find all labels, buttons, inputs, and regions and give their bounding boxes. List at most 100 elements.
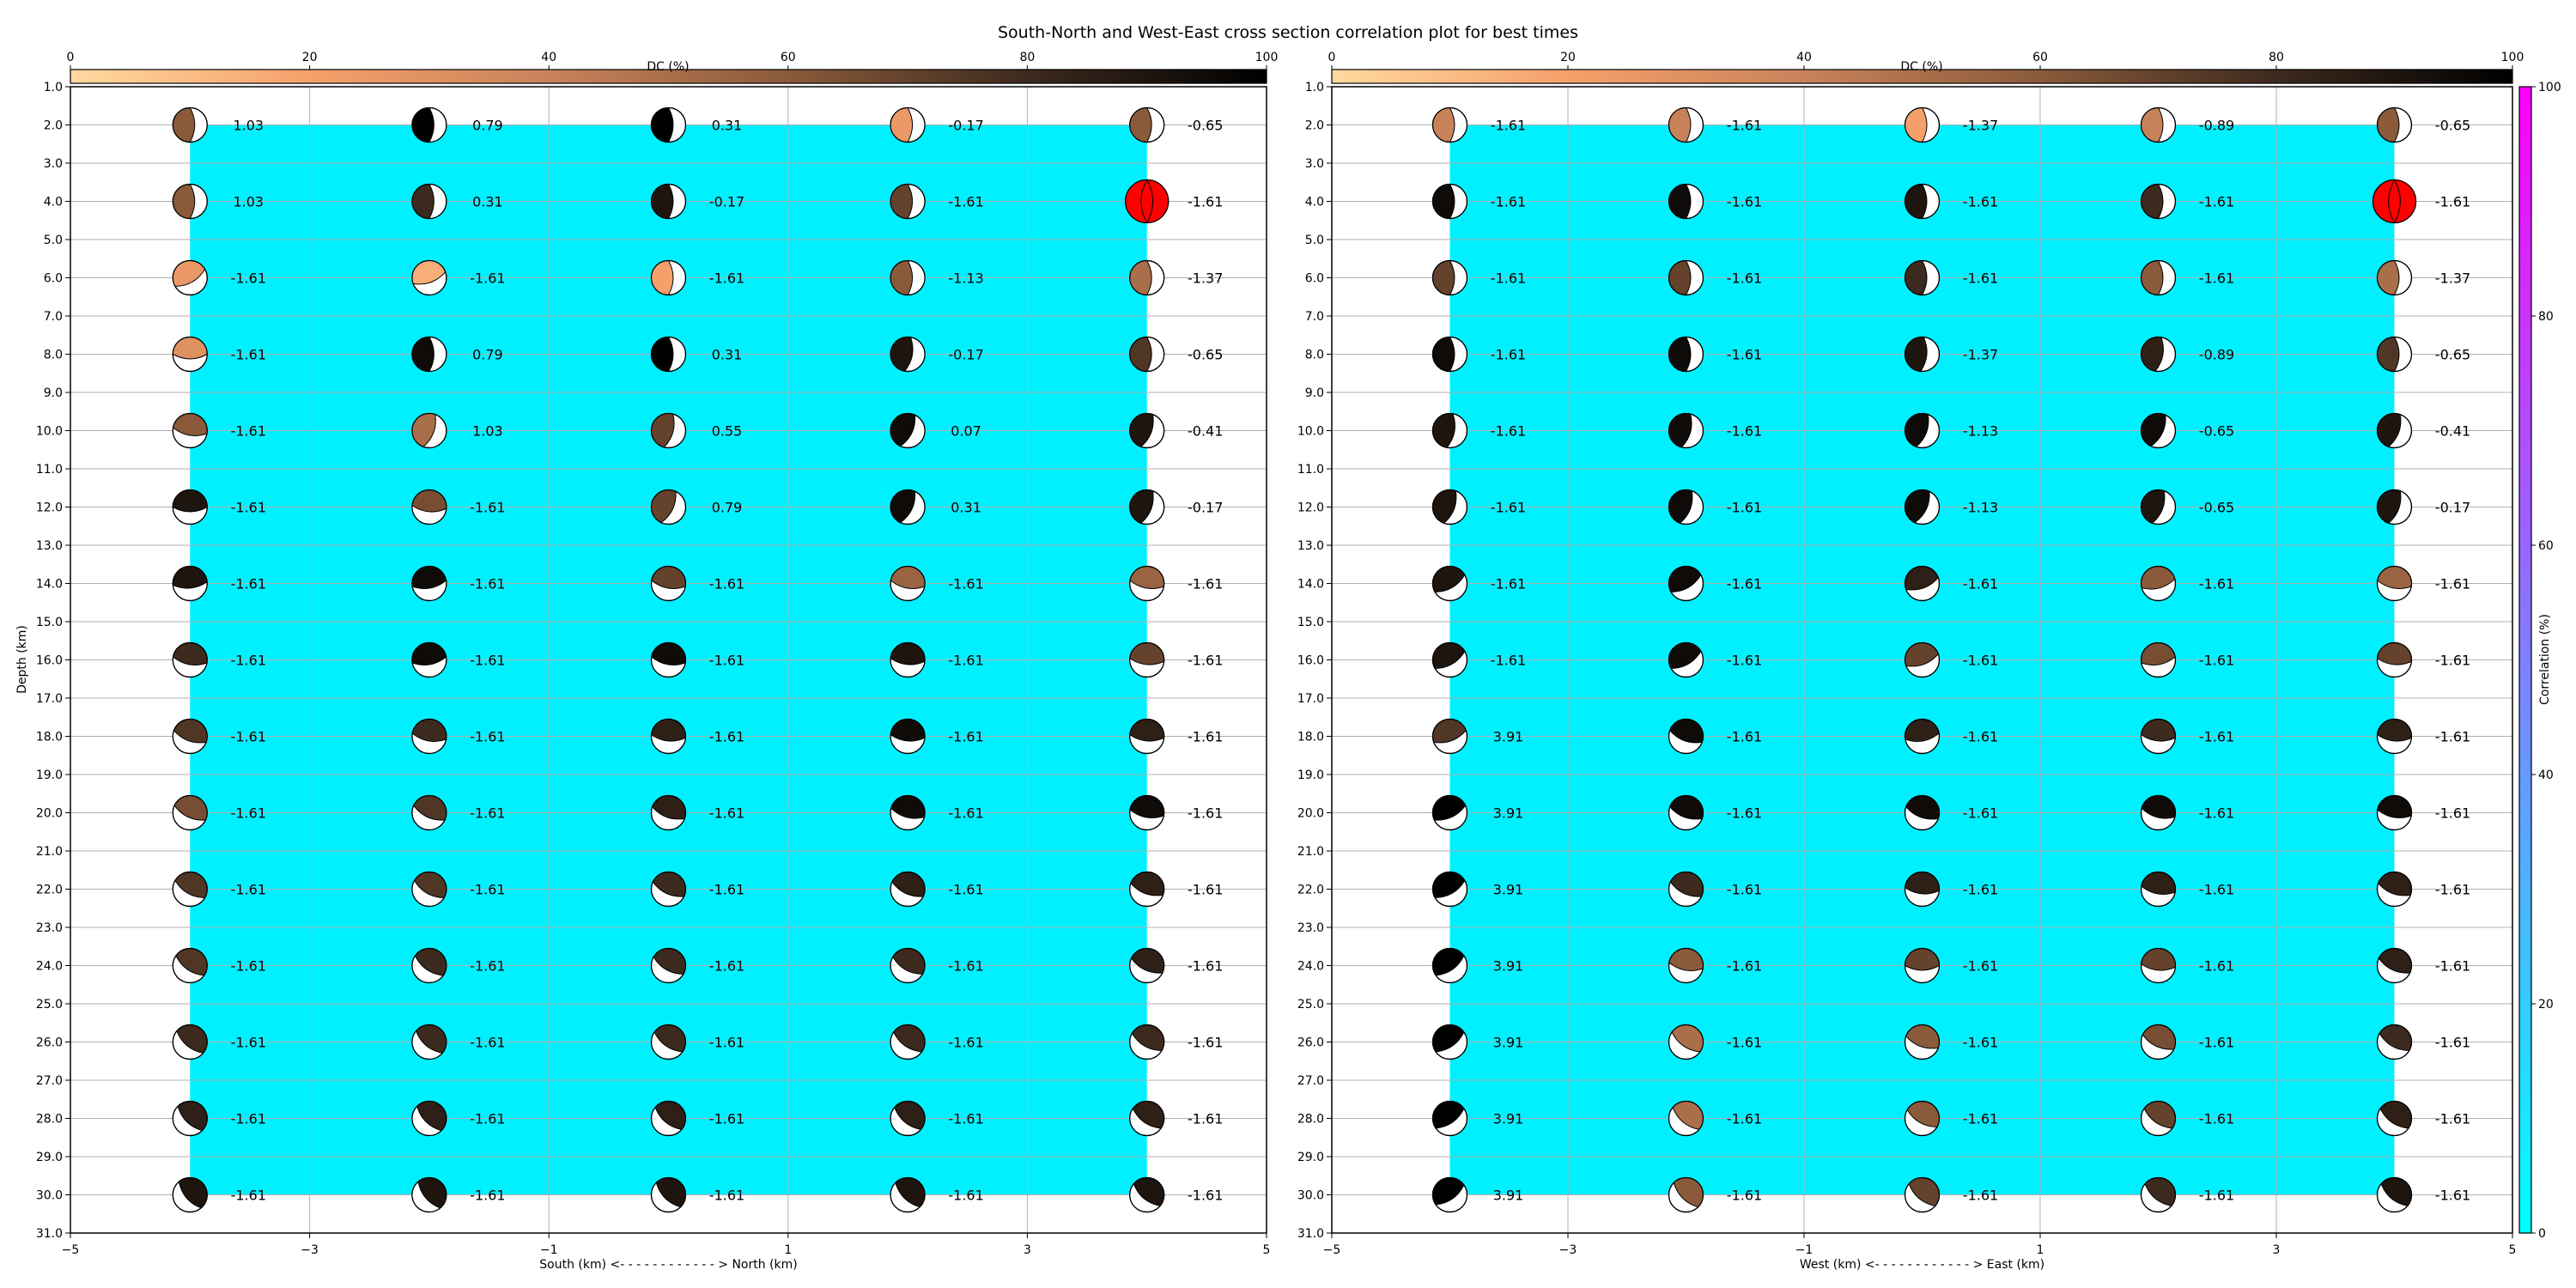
- best-solution-beachball: [1125, 179, 1170, 224]
- correlation-value-label: -1.61: [1188, 805, 1223, 822]
- beachball-marker: [2376, 336, 2413, 373]
- y-tick-label: 12.0: [36, 501, 63, 515]
- y-tick-label: 20.0: [36, 807, 63, 821]
- beachball-marker: [1668, 259, 1704, 296]
- beachball-marker: [650, 336, 687, 373]
- beachball-marker: [172, 641, 208, 678]
- correlation-value-label: -1.61: [231, 653, 266, 669]
- correlation-colorbar: Correlation (%) 0 20 40 60 80 100: [2518, 81, 2561, 1241]
- correlation-value-label: -1.61: [231, 805, 266, 822]
- y-tick-label: 18.0: [36, 731, 63, 744]
- correlation-value-label: 3.91: [1493, 1035, 1524, 1051]
- correlation-value-label: -1.61: [231, 347, 266, 363]
- correlation-value-label: 0.31: [712, 347, 743, 363]
- correlation-value-label: -1.61: [2199, 958, 2234, 975]
- y-tick-label: 28.0: [1297, 1113, 1324, 1127]
- correlation-value-label: -1.61: [470, 729, 505, 745]
- correlation-value-label: -1.61: [948, 805, 983, 822]
- correlation-value-label: 3.91: [1493, 729, 1524, 745]
- panel-west-east: −5 −3 −1 1 3 5 1.0 2.0 3.0 4.0 5.0 6.0 7.0 8.0 9.0 10.0…: [1297, 81, 2517, 1272]
- beachball-marker: [890, 641, 926, 678]
- beachball-marker: [650, 871, 687, 908]
- correlation-value-label: -1.61: [2435, 576, 2470, 592]
- y-tick-label: 15.0: [1297, 616, 1324, 629]
- correlation-value-label: -1.61: [948, 576, 983, 592]
- x-tick-label: −1: [1795, 1243, 1814, 1257]
- beachball-marker: [1129, 259, 1165, 296]
- beachball-marker: [1129, 871, 1165, 908]
- y-tick-label: 16.0: [36, 654, 63, 668]
- correlation-value-label: -1.61: [709, 653, 744, 669]
- y-tick-label: 4.0: [44, 196, 63, 210]
- y-tick-label: 5.0: [44, 234, 63, 247]
- correlation-value-label: -1.61: [231, 423, 266, 440]
- y-tick-label: 30.0: [36, 1189, 63, 1203]
- y-tick-label: 16.0: [1297, 654, 1324, 668]
- y-tick-label: 4.0: [1305, 196, 1324, 210]
- correlation-value-label: -1.61: [231, 882, 266, 898]
- beachball-marker: [1431, 641, 1468, 678]
- correlation-value-label: -1.61: [1727, 653, 1762, 669]
- beachball-marker: [890, 336, 926, 373]
- beachball-marker: [2140, 718, 2177, 755]
- beachball-marker: [1431, 489, 1468, 526]
- beachball-marker: [890, 565, 926, 602]
- y-tick-label: 11.0: [1297, 463, 1324, 477]
- beachball-marker: [1668, 489, 1704, 526]
- correlation-value-label: -1.61: [948, 1188, 983, 1204]
- beachball-marker: [1668, 871, 1704, 908]
- y-tick-label: 21.0: [36, 845, 63, 859]
- dc-tick-label: 20: [302, 51, 318, 64]
- correlation-value-label: -1.61: [2199, 653, 2234, 669]
- correlation-value-label: 0.79: [472, 347, 503, 363]
- correlation-value-label: -1.61: [1963, 729, 1998, 745]
- beachball-marker: [2140, 794, 2177, 831]
- correlation-value-label: 3.91: [1493, 805, 1524, 822]
- y-tick-label: 14.0: [36, 578, 63, 592]
- beachball-marker: [1129, 1024, 1165, 1060]
- beachball-marker: [172, 489, 208, 526]
- correlation-value-label: -1.61: [2199, 1188, 2234, 1204]
- y-tick-label: 23.0: [36, 921, 63, 935]
- correlation-value-label: -0.41: [2435, 423, 2470, 440]
- dc-tick-label: 0: [1328, 51, 1336, 64]
- x-tick-label: 5: [1263, 1243, 1271, 1257]
- x-axis-label: West (km) <- - - - - - - - - - - - > Eas…: [1800, 1258, 2044, 1272]
- beachball-marker: [411, 718, 447, 755]
- beachball-marker: [1668, 106, 1704, 143]
- correlation-value-label: -1.61: [1188, 194, 1223, 210]
- y-tick-label: 12.0: [1297, 501, 1324, 515]
- x-tick-label: −3: [301, 1243, 319, 1257]
- beachball-marker: [2376, 259, 2413, 296]
- beachball-marker: [650, 947, 687, 984]
- dc-colorbar-right: DC (%) 0 20 40 60 80 100: [1328, 51, 2524, 84]
- y-tick-label: 17.0: [36, 692, 63, 706]
- beachball-marker: [1129, 641, 1165, 678]
- correlation-value-label: -1.61: [1963, 576, 1998, 592]
- beachball-marker: [2140, 489, 2177, 526]
- beachball-marker: [1431, 259, 1468, 296]
- correlation-value-label: -1.13: [1963, 423, 1998, 440]
- x-tick-label: 3: [2273, 1243, 2281, 1257]
- correlation-value-label: -1.13: [948, 270, 983, 287]
- correlation-value-label: -1.61: [1963, 958, 1998, 975]
- beachball-marker: [2140, 641, 2177, 678]
- beachball-marker: [411, 1176, 447, 1213]
- y-tick-label: 27.0: [36, 1074, 63, 1088]
- beachball-marker: [1904, 259, 1941, 296]
- correlation-value-label: -1.61: [709, 1111, 744, 1127]
- correlation-value-label: -1.61: [1491, 423, 1526, 440]
- beachball-marker: [2376, 489, 2413, 526]
- y-tick-label: 10.0: [1297, 425, 1324, 439]
- x-tick-label: 1: [2037, 1243, 2044, 1257]
- beachball-marker: [411, 641, 447, 678]
- correlation-value-label: 3.91: [1493, 1111, 1524, 1127]
- y-tick-label: 1.0: [44, 81, 63, 94]
- beachball-marker: [650, 106, 687, 143]
- correlation-value-label: -1.61: [948, 958, 983, 975]
- beachball-marker: [650, 794, 687, 831]
- correlation-value-label: -1.61: [1727, 118, 1762, 134]
- beachball-marker: [172, 871, 208, 908]
- beachball-marker: [2376, 1024, 2413, 1060]
- correlation-value-label: 1.03: [233, 118, 264, 134]
